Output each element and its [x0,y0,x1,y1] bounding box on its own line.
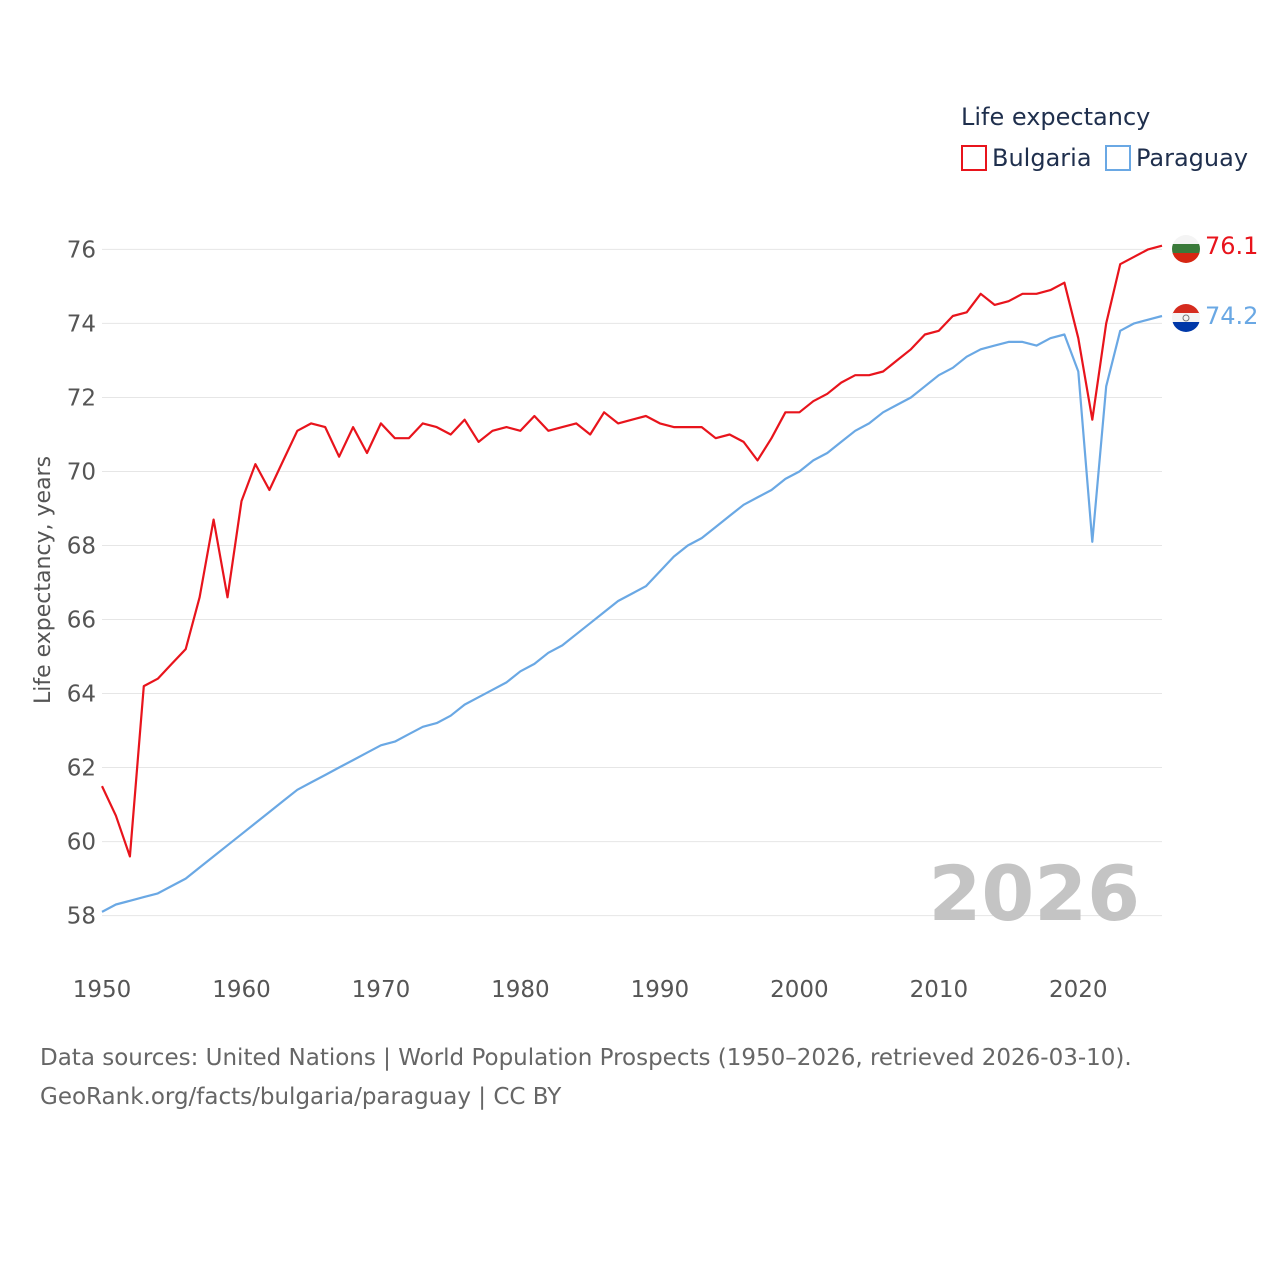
series-line-bulgaria[interactable] [101,244,1163,858]
series-lines [101,244,1163,913]
x-tick-label: 1960 [212,977,271,1003]
legend-label-bulgaria: Bulgaria [992,144,1092,172]
bulgaria-flag-icon [1172,235,1200,263]
legend: Life expectancy Bulgaria Paraguay [961,103,1248,172]
paraguay-flag-icon [1172,304,1200,332]
legend-swatch-paraguay [1105,145,1131,171]
x-tick-label: 1990 [631,977,690,1003]
y-tick-label: 76 [67,237,96,263]
x-tick-label: 1970 [352,977,411,1003]
series-line-paraguay[interactable] [101,314,1163,913]
legend-item-paraguay[interactable]: Paraguay [1105,144,1248,172]
y-axis-ticks: 58 60 62 64 66 68 70 72 74 76 [67,237,96,929]
legend-title: Life expectancy [961,103,1150,131]
x-axis-ticks: 1950 1960 1970 1980 1990 2000 2010 2020 [73,977,1108,1003]
end-value-label-paraguay: 74.2 [1205,302,1258,330]
x-tick-label: 2000 [770,977,829,1003]
y-tick-label: 68 [67,533,96,559]
source-line-1: Data sources: United Nations | World Pop… [40,1045,1132,1071]
y-axis-title: Life expectancy, years [31,456,56,704]
y-tick-label: 58 [67,904,96,930]
legend-label-paraguay: Paraguay [1136,144,1248,172]
x-tick-label: 1980 [491,977,550,1003]
y-tick-label: 70 [67,459,96,485]
gridlines [102,248,1162,917]
y-tick-label: 74 [67,311,96,337]
y-tick-label: 66 [67,608,96,634]
year-watermark: 2026 [928,849,1140,938]
x-tick-label: 1950 [73,977,132,1003]
legend-item-bulgaria[interactable]: Bulgaria [961,144,1092,172]
y-tick-label: 64 [67,682,96,708]
end-value-label-bulgaria: 76.1 [1205,232,1258,260]
y-tick-label: 72 [67,385,96,411]
x-tick-label: 2020 [1049,977,1108,1003]
legend-swatch-bulgaria [961,145,987,171]
y-tick-label: 62 [67,756,96,782]
x-tick-label: 2010 [910,977,969,1003]
y-tick-label: 60 [67,830,96,856]
source-line-2[interactable]: GeoRank.org/facts/bulgaria/paraguay | CC… [40,1084,562,1110]
life-expectancy-chart: Life expectancy Bulgaria Paraguay Life e… [31,103,1258,1003]
